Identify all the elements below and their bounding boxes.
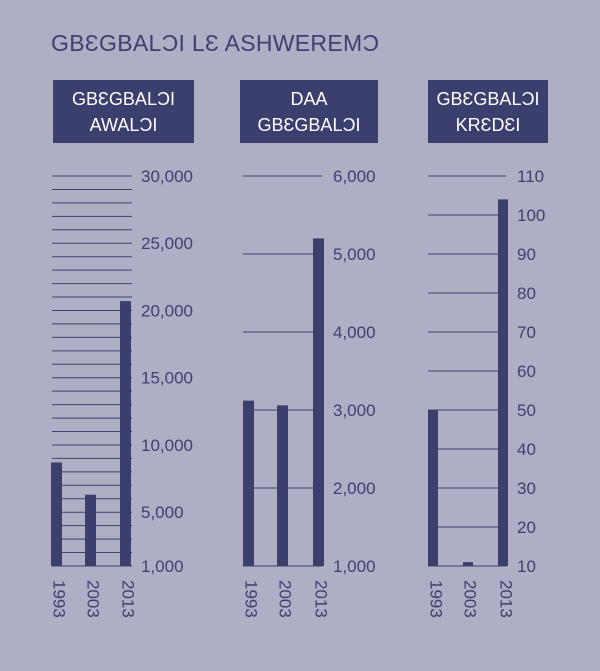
panel-header-2-line1: DAA — [290, 89, 328, 109]
panel2-tick-label: 3,000 — [333, 401, 376, 420]
panel3-tick-label: 30 — [517, 479, 536, 498]
panel1-tick-label: 5,000 — [141, 503, 184, 522]
panel1-tick-label: 15,000 — [141, 369, 193, 388]
panel1-year-label: 1993 — [50, 580, 69, 618]
panel2-bar-2013 — [313, 238, 324, 566]
panel-header-3-line1: GBƐGBALƆI — [436, 89, 540, 109]
panel2-year-label: 2013 — [312, 580, 331, 618]
panel3-year-label: 2013 — [497, 580, 516, 618]
panel2-tick-label: 1,000 — [333, 557, 376, 576]
panel3-tick-label: 50 — [517, 401, 536, 420]
panel3-bar-1993 — [428, 410, 438, 566]
panel2-year-label: 2003 — [276, 580, 295, 618]
panel1-year-label: 2003 — [84, 580, 103, 618]
panel3-tick-label: 70 — [517, 323, 536, 342]
panel-header-2-line2: GBƐGBALƆI — [257, 115, 361, 135]
panel-header-2: DAA GBƐGBALƆI — [240, 80, 378, 143]
panel3-tick-label: 110 — [517, 167, 544, 186]
panel3-tick-label: 80 — [517, 284, 536, 303]
panel1-bar-2003 — [85, 494, 96, 566]
panel2-bar-2003 — [277, 405, 288, 566]
panel-header-3: GBƐGBALƆI KRƐDƐI — [428, 80, 548, 143]
panel3-tick-label: 90 — [517, 245, 536, 264]
panel3-year-label: 1993 — [427, 580, 446, 618]
panel3-tick-label: 10 — [517, 557, 536, 576]
panel2-tick-label: 4,000 — [333, 323, 376, 342]
panel-header-1: GBƐGBALƆI AWALƆI — [53, 80, 194, 143]
panel2-tick-label: 2,000 — [333, 479, 376, 498]
panel1-tick-label: 20,000 — [141, 301, 193, 320]
panel3-tick-label: 100 — [517, 206, 545, 225]
page-title: GBƐGBALƆI LƐ ASHWEREMƆ — [51, 30, 380, 56]
panel2-bar-1993 — [243, 400, 254, 566]
panel1-bar-2013 — [120, 301, 131, 566]
panel3-year-label: 2003 — [461, 580, 480, 618]
panel3-tick-label: 40 — [517, 440, 536, 459]
panel3-bar-2003 — [463, 562, 473, 566]
panel2-year-label: 1993 — [242, 580, 261, 618]
panel2-tick-label: 5,000 — [333, 245, 376, 264]
panel1-tick-label: 25,000 — [141, 234, 193, 253]
panel2-tick-label: 6,000 — [333, 167, 376, 186]
panel1-bar-1993 — [51, 462, 62, 566]
panel-header-1-line2: AWALƆI — [89, 115, 158, 135]
panel1-tick-label: 1,000 — [141, 557, 184, 576]
panel1-year-label: 2013 — [119, 580, 138, 618]
panel1-tick-label: 30,000 — [141, 167, 193, 186]
panel1-tick-label: 10,000 — [141, 436, 193, 455]
panel3-tick-label: 20 — [517, 518, 536, 537]
panel-header-3-line2: KRƐDƐI — [455, 115, 521, 135]
panel3-tick-label: 60 — [517, 362, 536, 381]
panel3-bar-2013 — [498, 199, 508, 566]
panel-header-1-line1: GBƐGBALƆI — [72, 89, 175, 109]
